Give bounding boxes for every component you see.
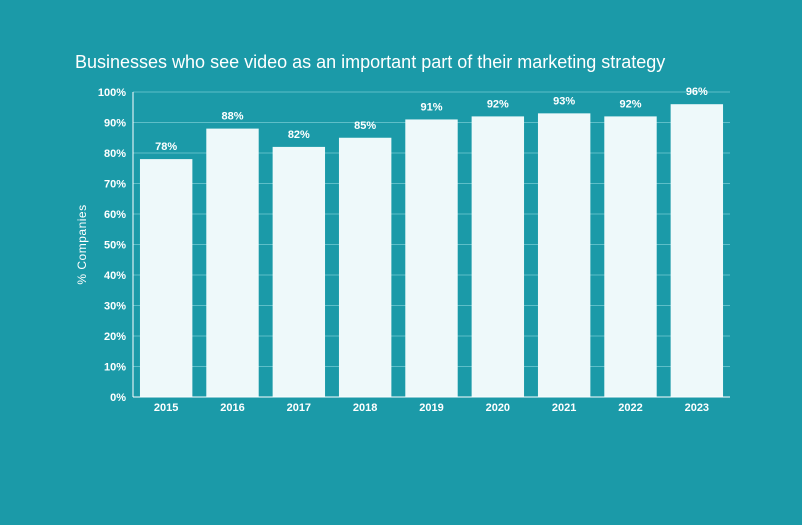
value-label: 88%: [221, 111, 243, 123]
y-tick-label: 0%: [110, 392, 126, 404]
labels: 0% 10% 20% 30% 40% 50% 60% 70% 80% 90% 100% 78% 2015…: [98, 86, 709, 414]
value-label: 92%: [487, 98, 509, 110]
y-tick-label: 80%: [104, 148, 126, 160]
axes: [132, 92, 730, 398]
bar-2015: [139, 159, 193, 397]
value-label: 92%: [619, 98, 641, 110]
y-tick-label: 20%: [104, 331, 126, 343]
x-tick-label: 2017: [287, 402, 311, 414]
value-label: 85%: [354, 120, 376, 132]
x-tick-label: 2019: [419, 402, 443, 414]
bar-2020: [471, 116, 525, 398]
bar-2018: [338, 137, 392, 397]
y-tick-label: 100%: [98, 87, 126, 99]
x-tick-label: 2015: [154, 402, 178, 414]
bar-2019: [405, 119, 458, 397]
value-label: 93%: [553, 95, 575, 107]
bar-2022: [604, 116, 657, 398]
y-tick-label: 60%: [104, 209, 126, 221]
x-tick-label: 2021: [552, 402, 576, 414]
value-label: 91%: [420, 101, 442, 113]
y-tick-label: 70%: [104, 179, 126, 191]
x-tick-label: 2022: [618, 402, 642, 414]
y-tick-label: 10%: [104, 362, 126, 374]
chart-title: Businesses who see video as an important…: [75, 52, 666, 72]
y-tick-label: 40%: [104, 270, 126, 282]
bar-2021: [537, 113, 591, 397]
y-tick-label: 90%: [104, 118, 126, 130]
bar-2017: [272, 146, 326, 397]
y-tick-label: 50%: [104, 240, 126, 252]
y-tick-label: 30%: [104, 301, 126, 313]
value-label: 96%: [686, 86, 708, 98]
bars: [139, 104, 724, 398]
x-tick-label: 2023: [685, 402, 709, 414]
value-label: 82%: [288, 129, 310, 141]
bar-2016: [206, 128, 259, 397]
x-tick-label: 2018: [353, 402, 377, 414]
x-tick-label: 2020: [486, 402, 510, 414]
x-tick-label: 2016: [220, 402, 244, 414]
value-label: 78%: [155, 141, 177, 153]
bar-2023: [670, 104, 724, 397]
y-axis-title: % Companies: [75, 204, 89, 284]
